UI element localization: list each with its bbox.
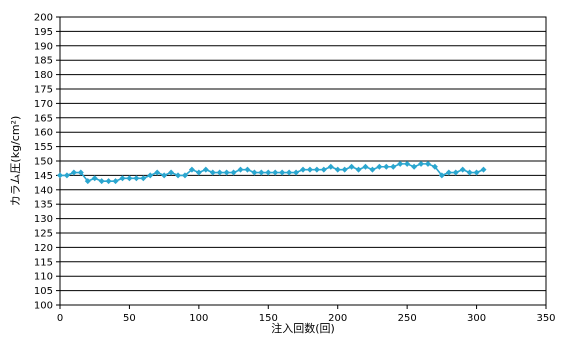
data-point [244,166,251,173]
data-point [466,169,473,176]
x-axis-ticks: 0 50 100 150 200 250 300 350 [57,305,556,324]
data-point [105,178,112,185]
data-point [480,166,487,173]
data-point [147,172,154,179]
data-point [119,175,126,182]
data-point [362,163,369,170]
data-point [202,166,209,173]
y-tick-label: 195 [34,27,53,38]
y-tick-label: 125 [34,229,53,240]
x-axis-label: 注入回数(回) [271,321,335,335]
data-point [397,160,404,167]
data-point [77,169,84,176]
y-tick-label: 115 [34,257,53,268]
y-axis-ticks: 100 105 110 115 120 125 130 135 140 145 150 155 160 1… [34,13,60,312]
y-tick-label: 175 [34,85,53,96]
y-tick-label: 135 [34,200,53,211]
y-tick-label: 100 [34,301,53,312]
data-point [313,166,320,173]
y-tick-label: 165 [34,113,53,124]
y-tick-label: 180 [34,70,53,81]
data-point [431,163,438,170]
data-point [258,169,265,176]
x-tick-label: 300 [467,313,486,324]
data-point [223,169,230,176]
data-point [279,169,286,176]
data-point [334,166,341,173]
y-tick-label: 185 [34,56,53,67]
data-point [320,166,327,173]
data-point [98,178,105,185]
data-point [126,175,133,182]
data-point [452,169,459,176]
y-tick-label: 140 [34,185,53,196]
data-point [188,166,195,173]
data-point [161,172,168,179]
data-point [341,166,348,173]
data-point [438,172,445,179]
y-tick-label: 145 [34,171,53,182]
x-tick-label: 350 [536,313,555,324]
data-point [355,166,362,173]
data-point [445,169,452,176]
data-point [390,163,397,170]
data-point [70,169,77,176]
y-tick-label: 130 [34,214,53,225]
data-point [216,169,223,176]
data-point [473,169,480,176]
series-layer [57,160,487,185]
data-point [286,169,293,176]
data-point [195,169,202,176]
y-tick-label: 105 [34,286,53,297]
data-point [154,169,161,176]
data-point [306,166,313,173]
data-point [383,163,390,170]
data-point [91,175,98,182]
y-tick-label: 160 [34,128,53,139]
data-point [300,166,306,173]
x-tick-label: 250 [398,313,417,324]
x-tick-label: 100 [189,313,208,324]
data-point [84,178,91,185]
gridlines [60,16,546,306]
data-point [369,166,376,173]
data-point [327,163,334,170]
series [57,160,487,185]
data-point [348,163,355,170]
y-tick-label: 150 [34,157,53,168]
y-axis-label: カラム圧(kg/cm²) [9,116,22,206]
data-point [424,160,431,167]
data-point [237,166,244,173]
x-tick-label: 200 [328,313,347,324]
y-tick-label: 110 [34,272,53,283]
y-tick-label: 155 [34,142,53,153]
data-point [133,175,140,182]
y-tick-label: 190 [34,41,53,52]
y-tick-label: 170 [34,99,53,110]
data-point [181,172,188,179]
data-point [376,163,383,170]
y-tick-label: 200 [34,13,53,24]
data-point [209,169,216,176]
y-tick-label: 120 [34,243,53,254]
data-point [404,160,411,167]
data-point [459,166,466,173]
data-point [265,169,272,176]
data-point [112,178,119,185]
data-point [140,175,147,182]
data-point [293,169,300,176]
data-point [175,172,182,179]
data-point [251,169,258,176]
data-point [230,169,237,176]
x-tick-label: 0 [57,313,63,324]
data-point [57,172,63,179]
x-tick-label: 150 [259,313,278,324]
data-point [63,172,70,179]
x-tick-label: 50 [123,313,136,324]
data-point [411,163,418,170]
data-point [418,160,425,167]
data-point [168,169,175,176]
data-point [272,169,279,176]
